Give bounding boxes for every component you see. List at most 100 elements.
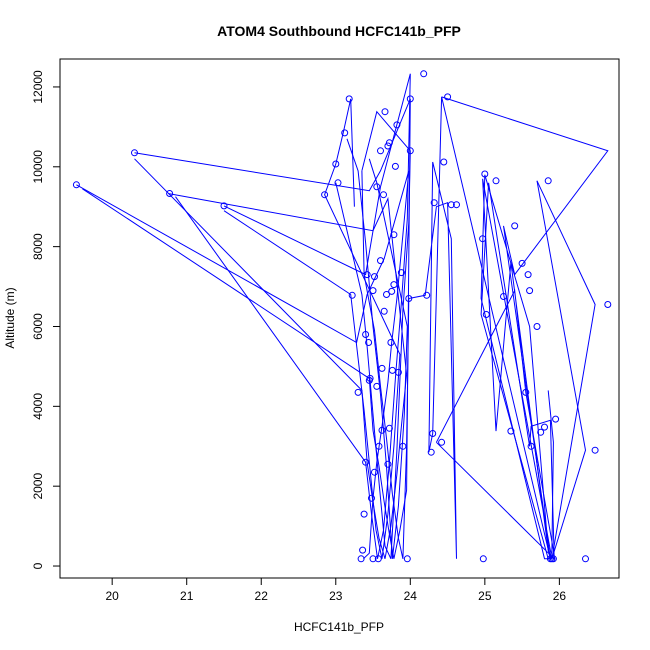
series-layer [76,73,609,561]
data-point [374,555,382,563]
data-point [321,191,329,199]
data-point [524,271,532,279]
data-point [591,446,599,454]
data-point [507,427,515,435]
data-point [131,149,138,157]
data-point [537,428,545,436]
data-point [522,388,530,396]
data-point [541,423,548,431]
series-line-3 [134,158,408,559]
chart-title: ATOM4 Southbound HCFC141b_PFP [217,23,461,39]
series-line-2 [82,98,411,559]
data-point [438,438,446,446]
data-point [387,339,395,346]
data-point [381,108,389,116]
data-point [384,142,392,150]
data-point [385,424,393,432]
data-point [393,121,401,129]
x-tick-label: 26 [553,589,567,603]
data-point [359,546,367,554]
data-point [380,191,387,199]
series-line-6 [346,138,408,559]
data-point [371,468,378,476]
data-point [479,235,487,243]
data-point [341,129,349,137]
series-line-12 [436,182,555,561]
data-point [481,170,489,178]
data-point [390,231,398,239]
data-point [378,426,386,434]
data-point [403,555,411,563]
data-point [332,160,340,168]
data-point [362,458,370,466]
y-axis-label: Altitude (m) [3,287,17,348]
x-tick-label: 25 [478,589,492,603]
series-line-4 [175,73,411,559]
data-point [482,311,490,318]
data-point [552,415,560,423]
data-point [440,158,448,166]
data-point [406,147,414,155]
data-point [430,199,438,207]
data-point [348,291,356,299]
data-point [334,179,342,187]
data-point [406,95,414,103]
y-tick-label: 0 [31,562,45,569]
data-point [72,181,80,189]
data-point [373,382,381,390]
series-line-7 [335,110,411,560]
y-tick-label: 10000 [31,150,45,184]
data-point [420,70,428,78]
y-tick-label: 8000 [31,233,45,260]
data-point [384,460,392,468]
data-point [385,139,393,147]
data-point [368,494,375,502]
x-axis-label: HCFC141b_PFP [294,620,384,634]
data-point [518,259,526,267]
data-point [377,257,384,265]
data-point [405,295,413,302]
data-point [362,331,370,338]
data-point [363,271,371,279]
series-line-8 [361,170,410,559]
data-point [427,448,435,456]
data-point [373,183,381,191]
series-line-9 [408,96,554,559]
x-tick-label: 21 [180,589,194,603]
data-point [429,430,437,437]
data-point [378,364,386,372]
data-point [544,177,552,185]
x-tick-label: 23 [329,589,343,603]
data-point [377,147,384,155]
data-point [511,222,519,230]
data-point [447,201,455,209]
series-line-10 [441,96,609,560]
data-point [549,555,557,563]
y-tick-label: 4000 [31,393,45,420]
data-point [369,555,377,563]
data-point [391,162,399,170]
data-point [166,190,174,197]
data-point [394,368,402,376]
data-point [453,201,460,209]
data-point [526,287,534,295]
data-point [397,269,405,277]
data-point [375,442,383,450]
data-point [527,442,535,450]
data-point [345,95,353,103]
data-point [365,376,373,384]
data-point [354,388,362,396]
points-layer [72,70,612,563]
y-tick-label: 2000 [31,473,45,500]
x-tick-label: 24 [404,589,418,603]
data-point [582,555,589,563]
data-point [220,202,228,210]
data-point [390,281,398,289]
data-point [533,323,541,330]
data-point [388,366,396,374]
data-point [500,293,507,300]
data-point [371,273,378,281]
series-line-5 [223,98,401,559]
data-point [360,510,368,518]
y-axis: 0 2000 4000 6000 8000 10000 12000 [31,70,60,569]
